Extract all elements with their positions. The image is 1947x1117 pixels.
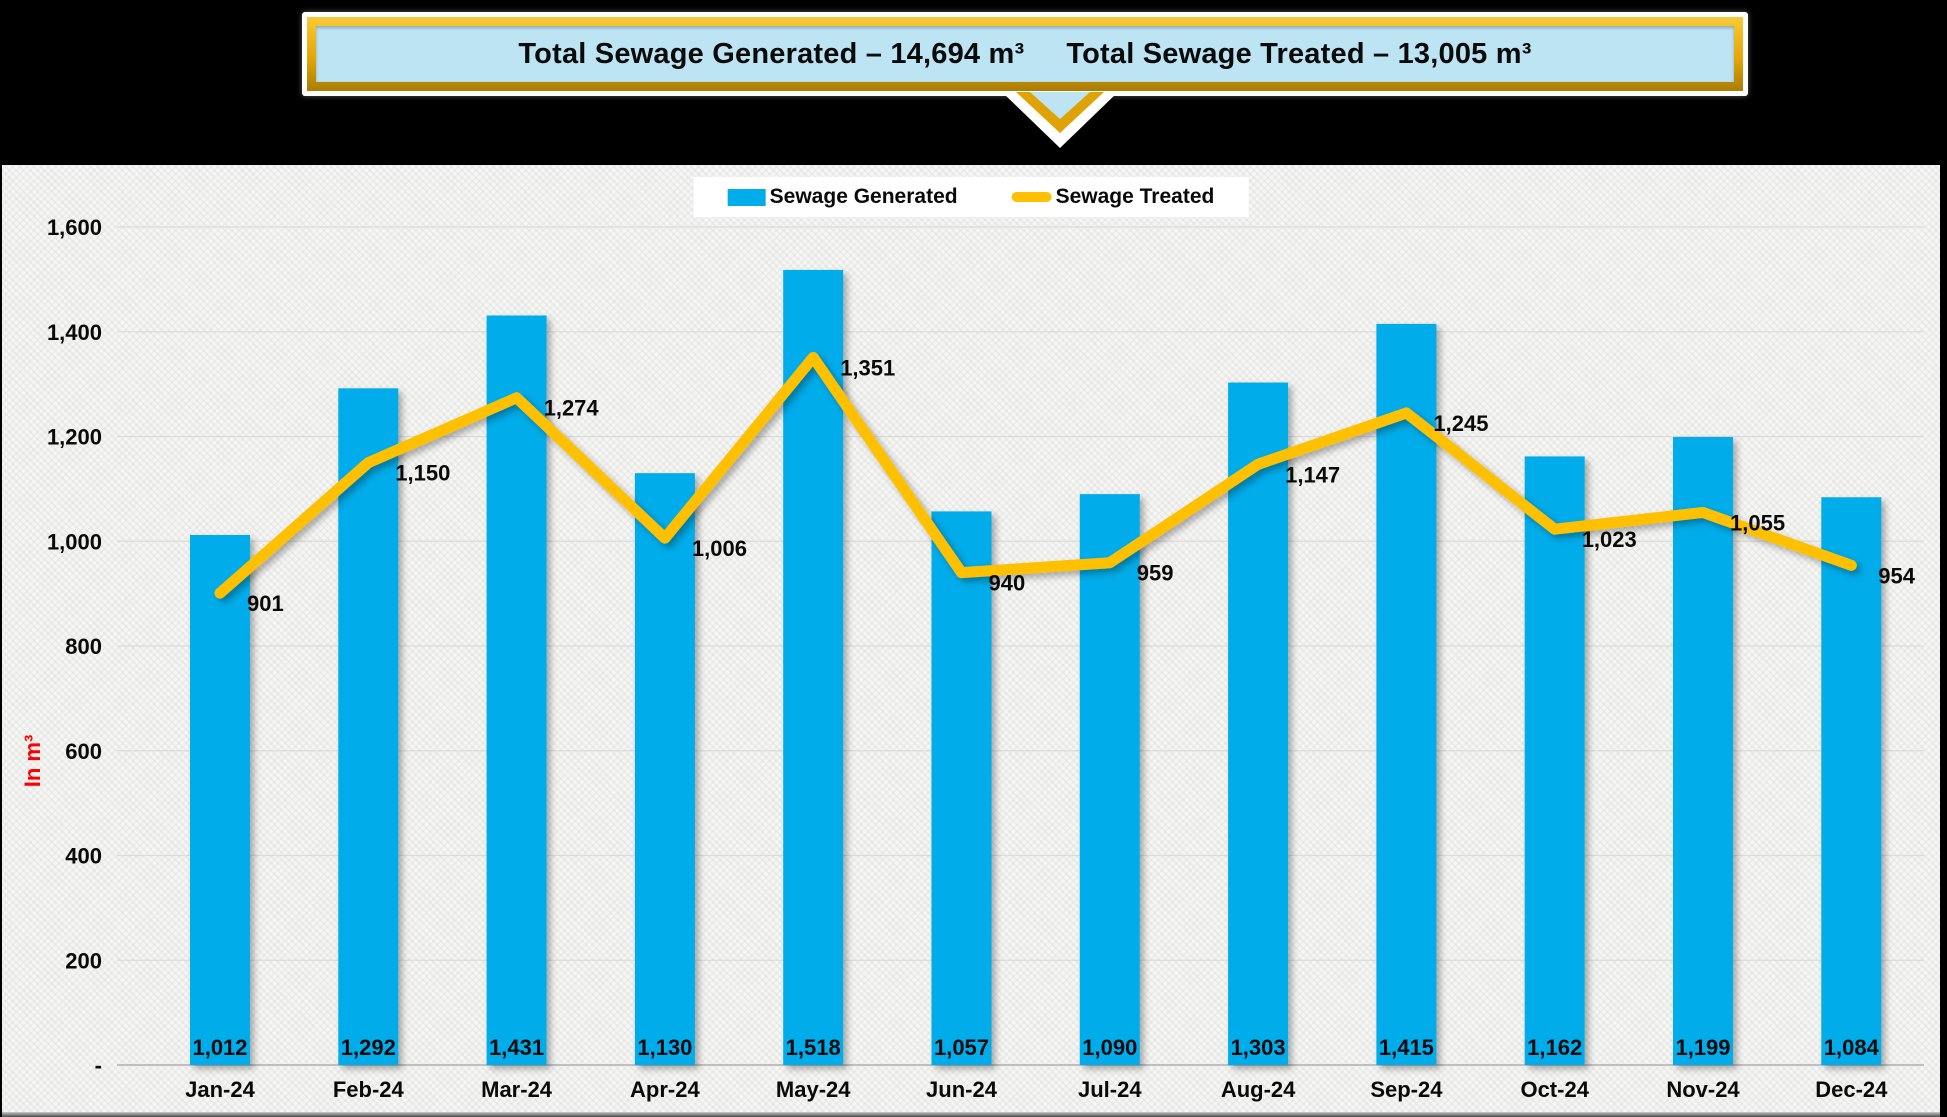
bar-value-label: 1,090 [1082,1035,1137,1060]
callout-box: Total Sewage Generated – 14,694 m³ Total… [302,12,1748,96]
bar-value-label: 1,431 [489,1035,544,1060]
x-axis-month-label: Apr-24 [630,1077,700,1102]
y-axis-tick-label: 800 [65,634,102,659]
line-value-label: 1,274 [544,396,600,421]
bar-May-24 [783,269,844,1065]
callout-title: Total Sewage Generated – 14,694 m³ Total… [316,26,1734,82]
x-axis-month-label: Aug-24 [1221,1077,1296,1102]
y-axis-title: In m³ [20,735,45,788]
bar-Apr-24 [634,473,695,1066]
bar-Dec-24 [1821,497,1882,1065]
y-axis-tick-label: 200 [65,948,102,973]
chart-legend: Sewage Generated Sewage Treated [693,177,1249,217]
treated-line [214,351,1857,599]
bar-value-label: 1,084 [1824,1035,1880,1060]
y-axis-tick-label: 400 [65,844,102,869]
y-axis-tick-label: 1,200 [47,425,102,450]
x-axis-month-label: Feb-24 [333,1077,405,1102]
line-value-label: 940 [989,571,1026,596]
bar-Aug-24 [1228,382,1289,1065]
bar-value-label: 1,415 [1379,1035,1434,1060]
bar-value-label: 1,130 [637,1035,692,1060]
line-value-label: 1,351 [840,355,895,380]
bar-value-label: 1,162 [1527,1035,1582,1060]
x-axis-month-label: Jan-24 [185,1077,255,1102]
bar-value-label: 1,518 [786,1035,841,1060]
sewage-chart: - 200 400 600 800 1,000 1,200 1,400 1,600 In m³ 1,… [20,215,1924,1102]
line-value-label: 1,006 [692,536,747,561]
bar-value-label: 1,303 [1231,1035,1286,1060]
line-value-label: 901 [247,591,284,616]
line-value-label: 959 [1137,561,1174,586]
line-value-label: 1,245 [1433,411,1488,436]
x-axis-month-label: Sep-24 [1370,1077,1443,1102]
callout-pointer-icon [1002,92,1118,148]
line-value-label: 1,023 [1582,527,1637,552]
legend-item-sewage-treated: Sewage Treated [1011,185,1215,209]
line-value-label: 954 [1878,563,1915,588]
callout-title-right: Total Sewage Treated – 13,005 m³ [1066,37,1532,70]
y-axis-tick-label: 1,000 [47,529,102,554]
bar-value-label: 1,199 [1675,1035,1730,1060]
line-value-label: 1,150 [395,461,450,486]
x-axis-month-label: Mar-24 [481,1077,553,1102]
bar-value-label: 1,012 [192,1035,247,1060]
y-axis-tick-label: 1,400 [47,320,102,345]
bar-Jul-24 [1079,494,1140,1065]
y-axis-tick-label: - [95,1053,102,1078]
legend-label: Sewage Generated [769,185,958,208]
x-axis-month-label: Nov-24 [1666,1077,1740,1102]
y-axis-tick-label: 600 [65,739,102,764]
panel-bottom-edge [2,1112,1940,1117]
line-value-label: 1,147 [1285,462,1340,487]
bar-value-label: 1,292 [341,1035,396,1060]
line-value-label: 1,055 [1730,510,1785,535]
bar-Jan-24 [190,534,250,1065]
legend-item-sewage-generated: Sewage Generated [727,185,958,209]
callout-gold-frame: Total Sewage Generated – 14,694 m³ Total… [307,17,1743,91]
chart-panel: Sewage Generated Sewage Treated - 200 400 60… [2,165,1940,1117]
bar-Oct-24 [1524,456,1585,1066]
header-band: Total Sewage Generated – 14,694 m³ Total… [0,0,1947,165]
bar-Sep-24 [1376,323,1437,1065]
x-axis-month-label: Jul-24 [1078,1077,1142,1102]
x-axis-month-label: Jun-24 [926,1077,998,1102]
x-axis-month-label: May-24 [776,1077,851,1102]
bar-Mar-24 [486,315,547,1065]
legend-label: Sewage Treated [1055,185,1215,208]
bar-Feb-24 [338,388,399,1065]
callout-title-left: Total Sewage Generated – 14,694 m³ [518,37,1025,70]
bar-value-label: 1,057 [934,1035,989,1060]
legend-line-swatch-icon [1011,192,1052,202]
bar-Jun-24 [931,511,992,1065]
y-axis-tick-label: 1,600 [47,215,102,240]
bars-group [190,269,1882,1066]
bar-Nov-24 [1673,437,1733,1065]
legend-bar-swatch-icon [727,188,766,206]
x-axis-month-label: Oct-24 [1520,1077,1589,1102]
x-axis-month-label: Dec-24 [1815,1077,1888,1102]
